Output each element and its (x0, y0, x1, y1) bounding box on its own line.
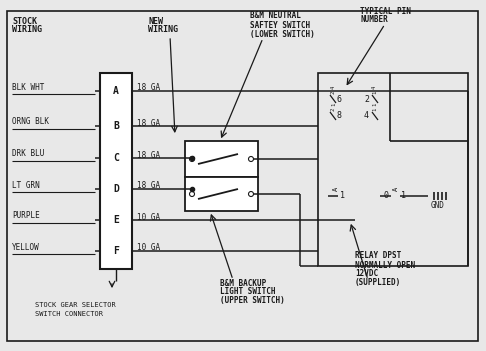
Text: DRK BLU: DRK BLU (12, 150, 44, 159)
Circle shape (248, 157, 254, 161)
Text: NUMBER: NUMBER (360, 15, 388, 25)
Text: 2: 2 (331, 91, 336, 94)
Text: 8: 8 (336, 112, 341, 120)
Text: NORMALLY OPEN: NORMALLY OPEN (355, 260, 415, 270)
Text: 18 GA: 18 GA (137, 119, 160, 127)
Text: RELAY DPST: RELAY DPST (355, 252, 401, 260)
Text: TYPICAL PIN: TYPICAL PIN (360, 7, 411, 15)
Text: 1: 1 (340, 192, 345, 200)
Text: PURPLE: PURPLE (12, 212, 40, 220)
Text: STOCK: STOCK (12, 16, 37, 26)
Text: LIGHT SWITCH: LIGHT SWITCH (220, 287, 276, 297)
Text: (SUPPLIED): (SUPPLIED) (355, 278, 401, 287)
Text: 1: 1 (372, 91, 377, 94)
Text: 6: 6 (336, 94, 341, 104)
Text: F: F (113, 246, 119, 256)
Text: 2: 2 (364, 94, 369, 104)
Text: 12VDC: 12VDC (355, 270, 378, 278)
Text: 1: 1 (372, 103, 377, 106)
Text: A: A (113, 86, 119, 96)
Text: B&M BACKUP: B&M BACKUP (220, 278, 266, 287)
Text: E: E (113, 215, 119, 225)
Text: 4: 4 (372, 86, 377, 89)
Text: B: B (113, 121, 119, 131)
Text: D: D (113, 184, 119, 194)
Text: 18 GA: 18 GA (137, 151, 160, 159)
Text: (LOWER SWITCH): (LOWER SWITCH) (250, 29, 315, 39)
Text: SAFTEY SWITCH: SAFTEY SWITCH (250, 20, 310, 29)
Circle shape (248, 192, 254, 197)
Text: 4: 4 (364, 112, 369, 120)
Text: 1: 1 (391, 192, 406, 200)
Text: NEW: NEW (148, 16, 163, 26)
Circle shape (190, 192, 194, 197)
Text: LT GRN: LT GRN (12, 180, 40, 190)
Text: SWITCH CONNECTOR: SWITCH CONNECTOR (35, 311, 103, 317)
Text: A: A (393, 187, 399, 191)
Bar (100, 73, 132, 269)
Text: BLK WHT: BLK WHT (12, 82, 44, 92)
Text: 10 GA: 10 GA (137, 244, 160, 252)
Circle shape (190, 157, 194, 161)
Bar (185, 177, 258, 211)
Text: 2: 2 (331, 108, 336, 111)
Text: C: C (113, 153, 119, 163)
Text: A: A (333, 187, 339, 191)
Text: 1: 1 (372, 108, 377, 111)
Text: 0: 0 (383, 192, 388, 200)
Text: YELLOW: YELLOW (12, 243, 40, 252)
Text: WIRING: WIRING (12, 26, 42, 34)
Text: 4: 4 (331, 86, 336, 89)
Text: 1: 1 (331, 103, 336, 106)
Text: WIRING: WIRING (148, 26, 178, 34)
Text: 18 GA: 18 GA (137, 84, 160, 93)
Text: 10 GA: 10 GA (137, 212, 160, 221)
Text: ORNG BLK: ORNG BLK (12, 118, 49, 126)
Text: STOCK GEAR SELECTOR: STOCK GEAR SELECTOR (35, 302, 116, 308)
Bar (318, 73, 468, 266)
Text: 18 GA: 18 GA (137, 181, 160, 191)
Text: (UPPER SWITCH): (UPPER SWITCH) (220, 297, 285, 305)
Text: GND: GND (431, 201, 445, 211)
Text: B&M NEUTRAL: B&M NEUTRAL (250, 12, 301, 20)
Bar (185, 141, 258, 177)
